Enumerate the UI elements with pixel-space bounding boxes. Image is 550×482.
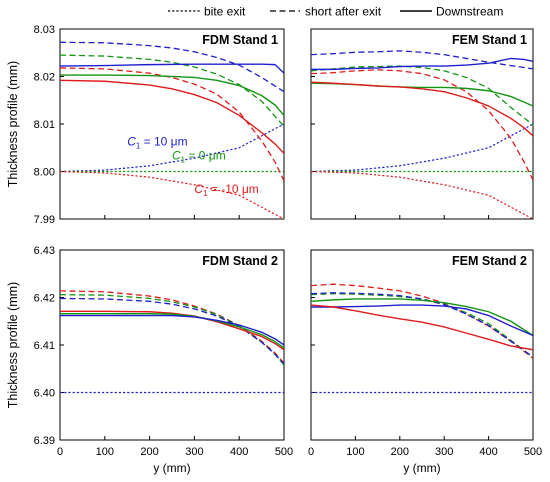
x-tick-label: 500: [275, 446, 293, 458]
panel-title: FDM Stand 2: [202, 254, 278, 268]
series-line-solid: [311, 304, 533, 351]
y-tick-label: 8.03: [34, 24, 55, 36]
legend-label-downstream: Downstream: [436, 5, 503, 19]
y-tick-label: 6.43: [34, 245, 55, 257]
panel-1: 7.99 8.00 8.01 8.02 8.03 FDM Stand 1 C1 = 10 μ…: [6, 24, 285, 226]
series-line-dashed: [311, 50, 533, 70]
series-line-solid: [311, 81, 533, 137]
series-line-dashed: [311, 65, 533, 126]
series-line-solid: [60, 314, 284, 346]
legend-item-short-after-exit: short after exit: [270, 5, 382, 19]
x-tick-label: 200: [391, 446, 409, 458]
legend-item-bite-exit: bite exit: [168, 5, 246, 19]
x-tick-label: 300: [185, 446, 203, 458]
panel-title: FDM Stand 1: [202, 33, 278, 47]
x-tick-label: 100: [96, 446, 114, 458]
x-tick-label: 100: [346, 446, 364, 458]
series-line-dashed: [60, 290, 284, 364]
plot-frame: [310, 249, 534, 441]
x-tick-label: 0: [308, 446, 314, 458]
series-line-dashed: [60, 67, 284, 182]
x-tick-label: 300: [435, 446, 453, 458]
series-group: [311, 50, 533, 219]
y-axis-label: Thickness profile (mm): [6, 282, 20, 408]
x-tick-label: 400: [230, 446, 248, 458]
series-line-solid: [311, 298, 533, 337]
series-line-dotted: [311, 170, 533, 219]
series-group: [311, 283, 533, 394]
y-tick-label: 6.41: [34, 340, 55, 352]
series-line-solid: [60, 74, 284, 116]
series-line-dashed: [311, 292, 533, 358]
x-tick-label: 400: [479, 446, 497, 458]
series-line-dashed: [60, 41, 284, 93]
y-tick-label: 6.39: [34, 435, 55, 447]
series-line-dashed: [60, 54, 284, 127]
series-line-dotted: [60, 170, 284, 219]
series-line-solid: [311, 304, 533, 337]
series-line-dotted: [60, 123, 284, 173]
series-line-solid: [311, 57, 533, 71]
series-line-solid: [60, 79, 284, 154]
panel-title: FEM Stand 1: [452, 33, 527, 47]
y-tick-label: 6.40: [34, 388, 55, 400]
series-line-dashed: [311, 69, 533, 181]
series-line-solid: [311, 82, 533, 107]
y-axis-label: Thickness profile (mm): [6, 61, 20, 187]
y-tick-label: 8.01: [34, 119, 55, 131]
panel-3: 6.39 6.40 6.41 6.42 6.43 0 100 200 300 400 500 FDM …: [6, 245, 293, 475]
plot-frame: [59, 249, 285, 441]
panels: 7.99 8.00 8.01 8.02 8.03 FDM Stand 1 C1 = 10 μ…: [6, 24, 542, 475]
series-line-solid: [60, 63, 284, 74]
legend-label-bite-exit: bite exit: [204, 5, 246, 19]
y-tick-label: 6.42: [34, 293, 55, 305]
x-axis-label: y (mm): [153, 461, 190, 475]
series-group: [60, 290, 284, 394]
series-line-dashed: [311, 293, 533, 358]
series-annotation: C1 = 0 μm: [172, 149, 226, 165]
x-tick-label: 200: [140, 446, 158, 458]
series-group: [60, 41, 284, 219]
y-tick-label: 8.00: [34, 167, 55, 179]
x-tick-label: 500: [524, 446, 542, 458]
legend-item-downstream: Downstream: [400, 5, 503, 19]
x-tick-label: 0: [57, 446, 63, 458]
panel-2: FEM Stand 1: [310, 28, 534, 220]
legend-label-short-after-exit: short after exit: [305, 5, 382, 19]
series-line-dashed: [60, 297, 284, 365]
series-line-dashed: [60, 294, 284, 366]
x-axis-label: y (mm): [403, 461, 440, 475]
series-annotation: C1 = 10 μm: [127, 134, 187, 150]
series-line-solid: [60, 312, 284, 349]
y-tick-label: 7.99: [34, 214, 55, 226]
legend: bite exit short after exit Downstream: [168, 5, 503, 19]
series-annotation: C1 = -10 μm: [194, 182, 258, 198]
y-tick-label: 8.02: [34, 72, 55, 84]
panel-4: 0 100 200 300 400 500 FEM Stand 2 y (mm): [308, 249, 542, 475]
panel-title: FEM Stand 2: [452, 254, 527, 268]
plot-frame: [310, 28, 534, 220]
series-line-dotted: [311, 123, 533, 173]
